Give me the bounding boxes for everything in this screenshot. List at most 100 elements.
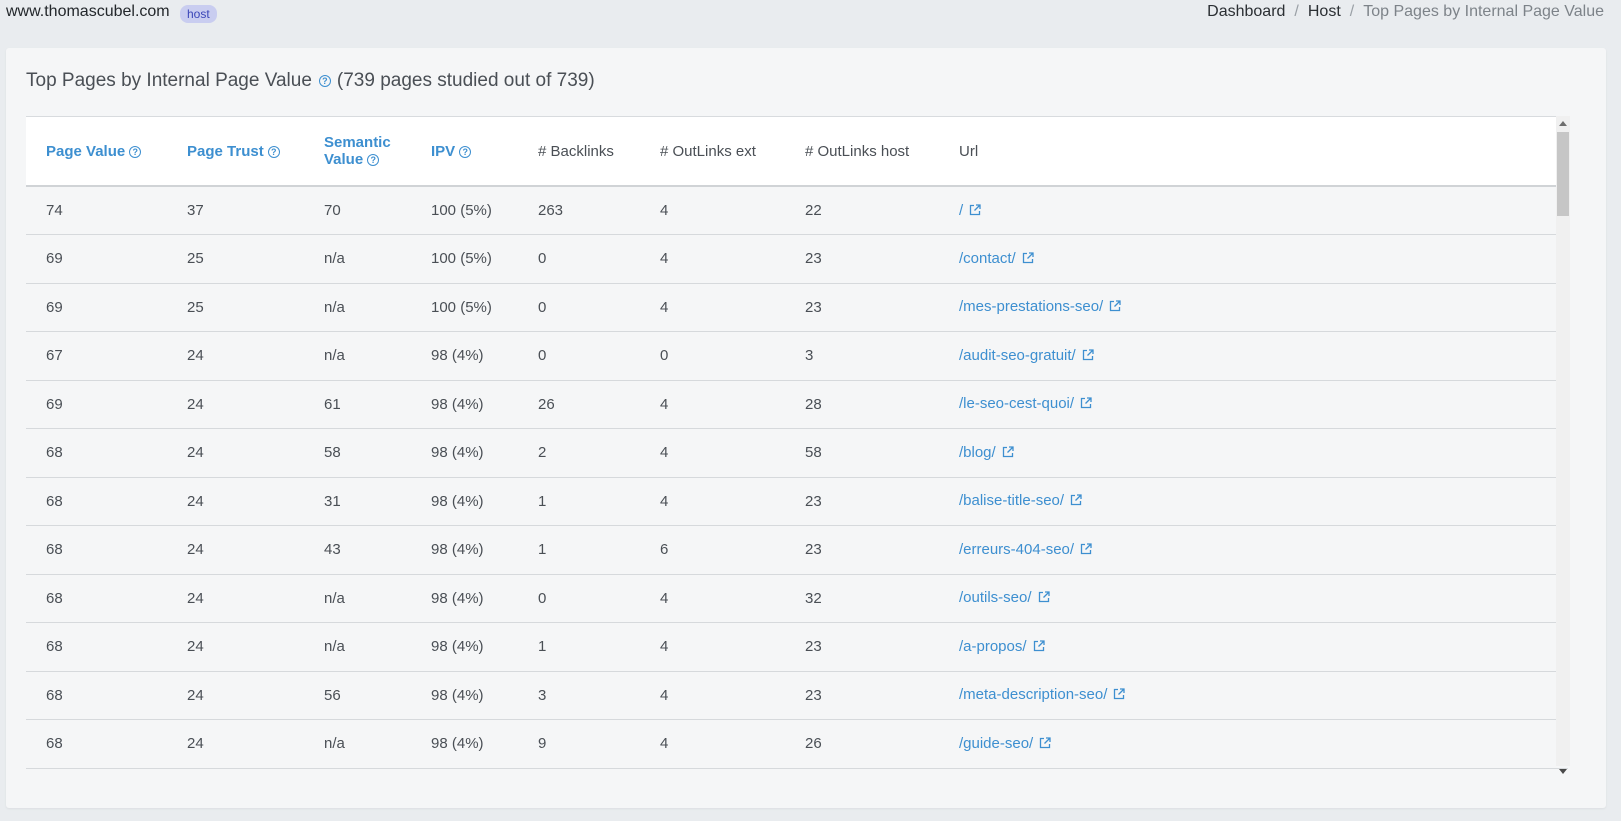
external-link-icon[interactable] xyxy=(1038,590,1050,607)
table-row: 68 24 n/a 98 (4%) 0 4 32/outils-seo/ xyxy=(26,574,1568,623)
table-cell: 23 xyxy=(805,250,822,268)
table-row: 68 24 58 98 (4%) 2 4 58/blog/ xyxy=(26,429,1568,477)
table-cell: 98 (4%) xyxy=(431,541,484,559)
table-cell: 4 xyxy=(660,250,669,268)
url-link[interactable]: / xyxy=(959,201,964,219)
question-circle-icon[interactable]: ? xyxy=(267,145,280,158)
url-link[interactable]: /guide-seo/ xyxy=(959,734,1034,752)
table-cell: 23 xyxy=(805,541,822,559)
table-cell: 263 xyxy=(538,202,564,219)
table-cell: 32 xyxy=(805,589,822,607)
table-cell: 98 (4%) xyxy=(431,395,484,413)
question-circle-icon[interactable]: ? xyxy=(367,154,380,167)
url-link[interactable]: /meta-description-seo/ xyxy=(959,686,1108,704)
column-header-0[interactable]: Page Value? xyxy=(26,117,167,186)
url-link[interactable]: /mes-prestations-seo/ xyxy=(959,298,1104,316)
external-link-icon[interactable] xyxy=(1033,639,1045,656)
table-cell: 3 xyxy=(538,686,547,704)
table-cell: 58 xyxy=(805,444,822,462)
external-link-icon[interactable] xyxy=(1070,493,1082,510)
column-header-3[interactable]: IPV? xyxy=(411,117,518,186)
table-cell: /outils-seo/ xyxy=(939,574,1568,623)
table-cell: 24 xyxy=(187,492,204,510)
table-cell: 23 xyxy=(805,298,822,316)
external-link-icon[interactable] xyxy=(969,203,981,220)
table-cell: 68 xyxy=(46,492,63,510)
table-cell: 2 xyxy=(538,444,547,462)
table-cell: 69 xyxy=(46,298,63,316)
card-title-text: Top Pages by Internal Page Value xyxy=(26,70,312,91)
table-cell: /guide-seo/ xyxy=(939,720,1568,769)
breadcrumb-host[interactable]: Host xyxy=(1307,3,1341,20)
table-row: 69 24 61 98 (4%) 26 4 28/le-seo-cest-quoi/ xyxy=(26,380,1568,429)
table-cell: 67 xyxy=(46,347,63,365)
column-header-6: # OutLinks host xyxy=(785,117,939,186)
table-cell: 98 (4%) xyxy=(431,492,484,510)
breadcrumb-dashboard[interactable]: Dashboard xyxy=(1207,3,1286,20)
table-cell: n/a xyxy=(324,735,345,753)
table-cell: /a-propos/ xyxy=(939,623,1568,672)
external-link-icon[interactable] xyxy=(1113,687,1126,704)
table-container: Page Value? Page Trust? Semantic Value? IPV?… xyxy=(26,116,1568,774)
table-cell: 68 xyxy=(46,541,63,559)
column-header-label-line2: Value xyxy=(324,151,364,168)
url-link[interactable]: /outils-seo/ xyxy=(959,589,1032,607)
table-cell: 68 xyxy=(46,735,63,753)
top-pages-table: Page Value? Page Trust? Semantic Value? IPV?… xyxy=(26,117,1568,769)
table-cell: 9 xyxy=(538,735,547,753)
external-link-icon[interactable] xyxy=(1022,251,1034,268)
table-row: 68 24 n/a 98 (4%) 9 4 26/guide-seo/ xyxy=(26,720,1568,769)
table-body: 74 37 70 100 (5%) 263 4 22/69 25 n/a 100 (5%) 0 4 23… xyxy=(26,186,1568,768)
external-link-icon[interactable] xyxy=(1080,542,1092,559)
question-circle-icon[interactable]: ? xyxy=(459,145,472,158)
table-cell: 98 (4%) xyxy=(431,347,484,365)
url-link[interactable]: /erreurs-404-seo/ xyxy=(959,540,1075,558)
scrollbar-thumb[interactable] xyxy=(1557,132,1569,216)
table-cell: n/a xyxy=(324,347,345,365)
question-circle-icon[interactable]: ? xyxy=(318,75,331,87)
url-link[interactable]: /balise-title-seo/ xyxy=(959,492,1065,510)
url-link[interactable]: /le-seo-cest-quoi/ xyxy=(959,395,1075,413)
table-cell: 68 xyxy=(46,638,63,656)
url-link[interactable]: /blog/ xyxy=(959,443,996,461)
column-header-1[interactable]: Page Trust? xyxy=(167,117,304,186)
url-link[interactable]: /a-propos/ xyxy=(959,637,1027,655)
table-cell: 24 xyxy=(187,589,204,607)
table-cell: 37 xyxy=(187,202,204,219)
vertical-scrollbar[interactable] xyxy=(1556,116,1570,774)
breadcrumb-separator: / xyxy=(1294,3,1299,20)
site-name[interactable]: www.thomascubel.com xyxy=(6,3,170,20)
table-cell: 6 xyxy=(660,541,669,559)
table-cell: n/a xyxy=(324,298,345,316)
table-cell: 24 xyxy=(187,686,204,704)
table-cell: 25 xyxy=(187,250,204,268)
external-link-icon[interactable] xyxy=(1080,396,1092,413)
question-circle-icon[interactable]: ? xyxy=(129,145,142,158)
external-link-icon[interactable] xyxy=(1082,348,1094,365)
external-link-icon[interactable] xyxy=(1002,445,1014,462)
table-cell: 98 (4%) xyxy=(431,735,484,753)
scroll-up-arrow-icon[interactable] xyxy=(1559,121,1567,126)
breadcrumb: Dashboard / Host / Top Pages by Internal… xyxy=(1207,3,1604,21)
table-cell: 23 xyxy=(805,492,822,510)
table-cell: n/a xyxy=(324,250,345,268)
table-cell: 68 xyxy=(46,444,63,462)
table-row: 68 24 56 98 (4%) 3 4 23/meta-description-seo/ xyxy=(26,671,1568,720)
table-cell: 4 xyxy=(660,395,669,413)
scroll-down-arrow-icon[interactable] xyxy=(1559,769,1567,774)
column-header-2[interactable]: Semantic Value? xyxy=(304,117,411,186)
table-header-row: Page Value? Page Trust? Semantic Value? IPV?… xyxy=(26,117,1568,186)
table-cell: /contact/ xyxy=(939,235,1568,284)
external-link-icon[interactable] xyxy=(1109,299,1121,316)
table-cell: 61 xyxy=(324,395,341,413)
external-link-icon[interactable] xyxy=(1039,736,1051,753)
url-link[interactable]: /contact/ xyxy=(959,249,1016,267)
url-link[interactable]: /audit-seo-gratuit/ xyxy=(959,346,1076,364)
column-header-label: Page Value xyxy=(46,142,126,160)
column-header-label: Page Trust xyxy=(187,142,264,160)
table-cell: 4 xyxy=(660,298,669,316)
table-cell: 4 xyxy=(660,638,669,656)
table-cell: 4 xyxy=(660,589,669,607)
table-row: 69 25 n/a 100 (5%) 0 4 23/contact/ xyxy=(26,235,1568,284)
table-cell: 28 xyxy=(805,395,822,413)
